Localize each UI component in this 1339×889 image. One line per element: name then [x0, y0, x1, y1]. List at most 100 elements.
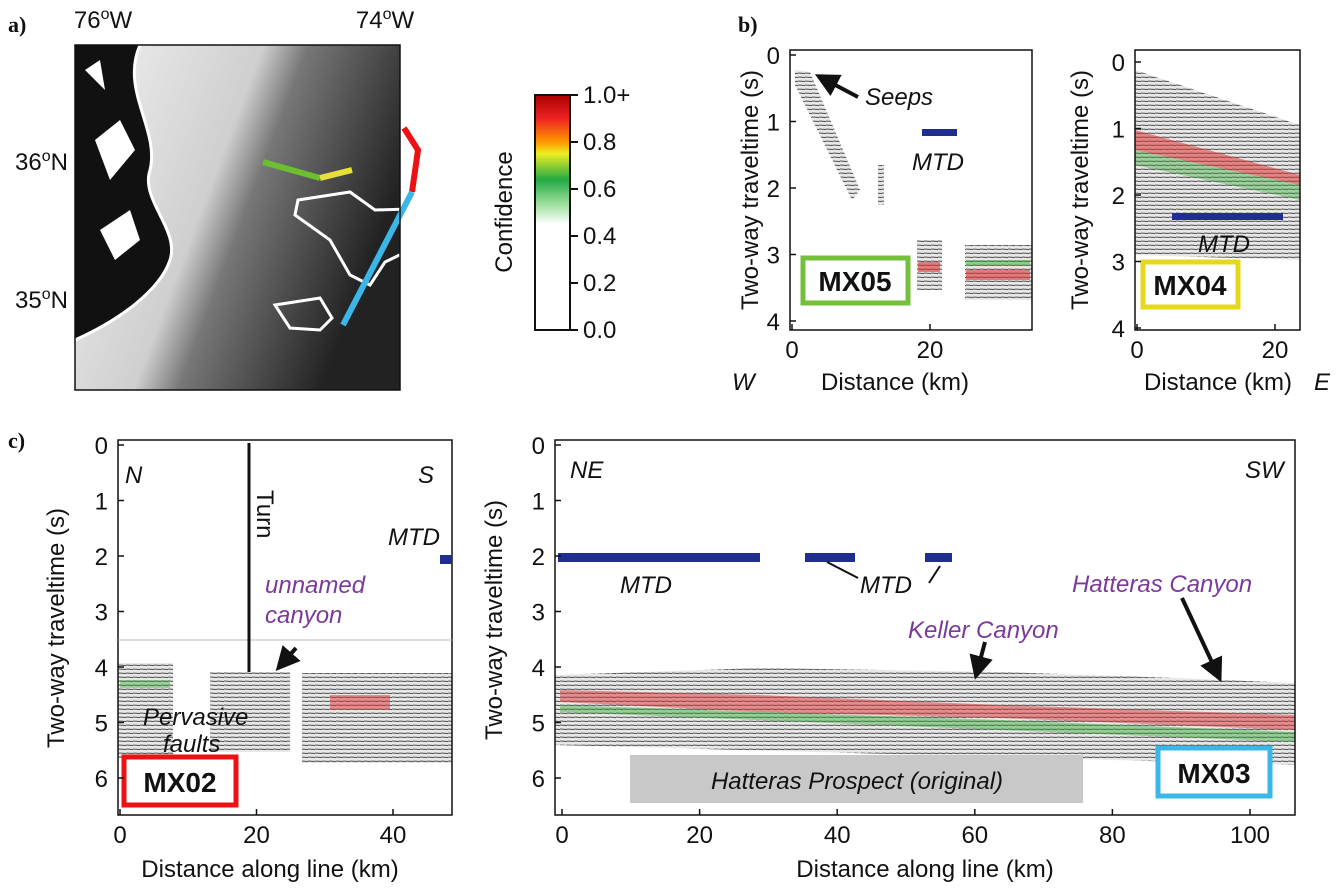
annotation: Keller Canyon: [908, 617, 1059, 644]
x-tick-label: 20: [243, 822, 270, 849]
coordinate-degree: o: [42, 148, 51, 165]
direction: S: [418, 462, 434, 489]
y-tick-label: 3: [532, 600, 545, 627]
x-tick-label: 20: [686, 822, 713, 849]
colorbar-tick-label: 0.6: [583, 176, 616, 203]
annotation: Pervasive: [143, 704, 248, 731]
coordinate-label: 35oN: [15, 286, 68, 314]
x-tick-label: 20: [917, 337, 944, 364]
direction: NE: [570, 457, 604, 484]
seismic-mx04: [1134, 49, 1301, 331]
coordinate-value: 35: [15, 287, 42, 314]
y-axis-title: Two-way traveltime (s): [481, 500, 508, 740]
colorbar-tick-label: 0.4: [583, 223, 616, 250]
y-tick-label: 2: [532, 544, 545, 571]
x-axis-title: Distance (km): [1144, 369, 1292, 396]
coordinate-label: 36oN: [15, 148, 68, 176]
colorbar: [534, 94, 571, 331]
coordinate-hemisphere: W: [109, 7, 132, 34]
x-tick-label: 40: [380, 822, 407, 849]
line-name: MX04: [1153, 270, 1227, 301]
x-tick-label: 60: [961, 822, 988, 849]
x-tick-label: 0: [555, 822, 568, 849]
x-tick-label: 0: [1130, 337, 1143, 364]
colorbar-tick-label: 0.2: [583, 270, 616, 297]
y-tick-label: 0: [767, 43, 780, 70]
direction: N: [125, 462, 143, 489]
y-tick-label: 3: [767, 243, 780, 270]
annotation: faults: [163, 731, 220, 758]
x-tick-label: 80: [1099, 822, 1126, 849]
coordinate-degree: o: [101, 6, 110, 23]
coordinate-degree: o: [383, 6, 392, 23]
direction: SW: [1245, 457, 1286, 484]
map: [74, 44, 462, 391]
x-tick-label: 100: [1230, 822, 1270, 849]
y-tick-label: 3: [95, 600, 108, 627]
y-tick-label: 1: [1112, 117, 1125, 144]
line-name: MX03: [1177, 758, 1250, 789]
annotation: Seeps: [865, 84, 933, 111]
y-tick-label: 5: [532, 711, 545, 738]
line-box: [1140, 259, 1241, 310]
annotation: MTD: [860, 572, 912, 599]
y-tick-label: 3: [1112, 250, 1125, 277]
coordinate-hemisphere: N: [51, 287, 68, 314]
annotation: MTD: [1198, 231, 1250, 258]
y-tick-label: 5: [95, 711, 108, 738]
y-tick-label: 4: [95, 655, 108, 682]
y-tick-label: 1: [767, 110, 780, 137]
y-tick-label: 6: [95, 766, 108, 793]
coordinate-value: 74: [356, 7, 383, 34]
line-box: [121, 754, 239, 808]
annotation: MTD: [912, 149, 964, 176]
x-axis-title: Distance (km): [821, 369, 969, 396]
coordinate-degree: o: [42, 286, 51, 303]
colorbar-tick-label: 1.0+: [583, 82, 630, 109]
colorbar-tick-label: 0.8: [583, 129, 616, 156]
direction: E: [1314, 369, 1331, 396]
y-tick-label: 0: [95, 433, 108, 460]
y-tick-label: 1: [532, 489, 545, 516]
colorbar-tick-label: 0.0: [583, 317, 616, 344]
line-name: MX05: [818, 266, 891, 297]
line-box: [1155, 745, 1273, 799]
y-tick-label: 4: [767, 309, 780, 336]
x-tick-label: 0: [113, 822, 126, 849]
annotation: Turn: [251, 490, 278, 538]
annotation: MTD: [388, 524, 440, 551]
x-tick-label: 0: [785, 337, 798, 364]
seismic-mx02: [117, 439, 453, 816]
annotation: MTD: [620, 572, 672, 599]
coordinate-value: 36: [15, 149, 42, 176]
annotation: Hatteras Prospect (original): [711, 768, 1003, 795]
coordinate-value: 76: [74, 7, 101, 34]
x-tick-label: 20: [1262, 337, 1289, 364]
seismic-mx03: [554, 439, 1296, 816]
y-tick-label: 1: [95, 489, 108, 516]
panel-label: c): [8, 428, 25, 453]
y-axis-title: Two-way traveltime (s): [737, 70, 764, 310]
line-box: [800, 255, 911, 306]
y-tick-label: 0: [532, 433, 545, 460]
y-tick-label: 4: [1112, 316, 1125, 343]
panel-label: b): [738, 12, 758, 37]
line-name: MX02: [143, 767, 216, 798]
annotation: Hatteras Canyon: [1072, 571, 1252, 598]
coordinate-hemisphere: W: [391, 7, 414, 34]
annotation: canyon: [265, 602, 342, 629]
y-tick-label: 2: [95, 544, 108, 571]
y-tick-label: 4: [532, 655, 545, 682]
seismic-mx05: [789, 49, 1033, 331]
coordinate-label: 76oW: [74, 6, 133, 34]
x-axis-title: Distance along line (km): [141, 856, 398, 883]
y-axis-title: Two-way traveltime (s): [43, 508, 70, 748]
coordinate-label: 74oW: [356, 6, 415, 34]
coordinate-hemisphere: N: [51, 149, 68, 176]
y-axis-title: Two-way traveltime (s): [1067, 70, 1094, 310]
panel-label: a): [8, 12, 26, 37]
colorbar-title: Confidence: [491, 151, 518, 272]
y-tick-label: 0: [1112, 50, 1125, 77]
direction: W: [732, 369, 757, 396]
